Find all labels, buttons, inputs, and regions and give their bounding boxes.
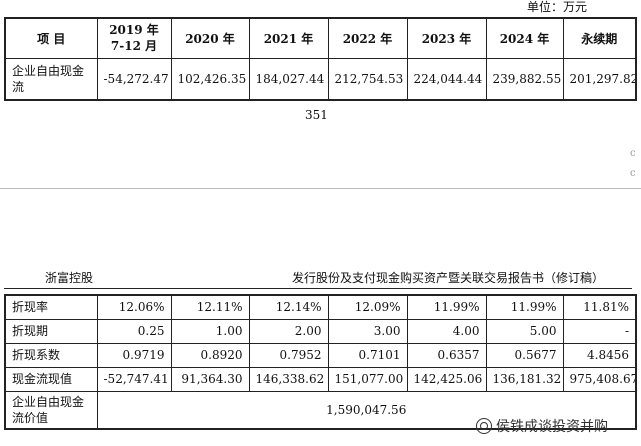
cell: 4.8456 [562,342,637,368]
row-label: 折现率 [4,294,98,320]
running-header-left: 浙富控股 [45,271,94,285]
cell: 11.99% [406,294,487,320]
cell: 12.14% [248,294,329,320]
cell: 4.00 [406,318,487,344]
cell: 11.99% [485,294,564,320]
header-2024: 2024 年 [485,17,564,59]
watermark-text: 侯铁成谈投资并购 [496,419,608,435]
cell: 142,425.06 [406,366,487,392]
unit-label: 单位：万元 [527,0,588,14]
cell: 0.8920 [170,342,250,368]
cell: 3.00 [327,318,408,344]
page-edge-mark: c [630,148,636,159]
cell: 0.25 [96,318,172,344]
header-2023: 2023 年 [406,17,487,59]
page-separator [0,188,641,189]
header-2019-text: 2019 年 7-12 月 [109,23,159,54]
cell: 184,027.44 [248,57,329,101]
cell: - [562,318,637,344]
cell: 151,077.00 [327,366,408,392]
cell: 91,364.30 [170,366,250,392]
page-number: 351 [305,108,328,122]
table-row: 折现率 12.06% 12.11% 12.14% 12.09% 11.99% 1… [4,294,637,320]
cell: 102,426.35 [170,57,250,101]
cell: 975,408.67 [562,366,637,392]
table-row: 现金流现值 -52,747.41 91,364.30 146,338.62 15… [4,366,637,392]
cell: 12.11% [170,294,250,320]
row-label: 企业自由现金流价值 [4,390,98,430]
cell: 224,044.44 [406,57,487,101]
table-row: 折现系数 0.9719 0.8920 0.7952 0.7101 0.6357 … [4,342,637,368]
table-row: 企业自由现金流 -54,272.47 102,426.35 184,027.44… [4,57,637,101]
cell: 12.09% [327,294,408,320]
cell: 136,181.32 [485,366,564,392]
table-row: 折现期 0.25 1.00 2.00 3.00 4.00 5.00 - [4,318,637,344]
cell: 5.00 [485,318,564,344]
cell: 0.7952 [248,342,329,368]
total-value: 1,590,047.56 [96,390,637,430]
header-2021: 2021 年 [248,17,329,59]
cell: 1.00 [170,318,250,344]
row-label: 折现系数 [4,342,98,368]
cell: 201,297.82 [562,57,637,101]
cell: 2.00 [248,318,329,344]
cell: 239,882.55 [485,57,564,101]
row-label: 企业自由现金流 [4,57,98,101]
header-perpetual: 永续期 [562,17,637,59]
cell: 11.81% [562,294,637,320]
page-edge-mark: c [630,168,636,179]
header-2022: 2022 年 [327,17,408,59]
header-rule [4,288,632,289]
cell: 0.9719 [96,342,172,368]
row-label: 现金流现值 [4,366,98,392]
cell: -52,747.41 [96,366,172,392]
cell: 12.06% [96,294,172,320]
header-2020: 2020 年 [170,17,250,59]
row-label: 折现期 [4,318,98,344]
watermark: 侯铁成谈投资并购 [476,416,608,436]
cell: 0.6357 [406,342,487,368]
header-item: 项 目 [4,17,98,59]
table-row-total: 企业自由现金流价值 1,590,047.56 [4,390,637,430]
cell: -54,272.47 [96,57,172,101]
cell: 0.5677 [485,342,564,368]
wechat-icon [476,418,492,434]
cell: 0.7101 [327,342,408,368]
cell: 146,338.62 [248,366,329,392]
cell: 212,754.53 [327,57,408,101]
cashflow-forecast-table: 项 目 2019 年 7-12 月 2020 年 2021 年 2022 年 2… [4,17,637,101]
discount-table: 折现率 12.06% 12.11% 12.14% 12.09% 11.99% 1… [4,294,637,430]
running-header-right: 发行股份及支付现金购买资产暨关联交易报告书（修订稿） [292,271,605,285]
header-2019: 2019 年 7-12 月 [96,17,172,59]
